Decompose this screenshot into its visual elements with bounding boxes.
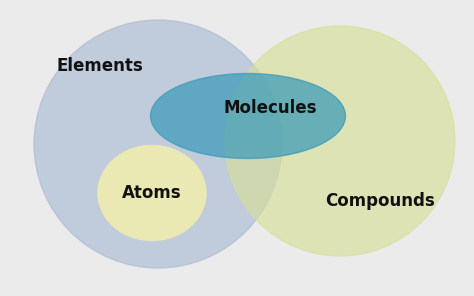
Ellipse shape: [151, 73, 346, 158]
Text: Compounds: Compounds: [325, 192, 435, 210]
Ellipse shape: [34, 20, 282, 268]
Text: Elements: Elements: [56, 57, 143, 75]
Ellipse shape: [225, 26, 455, 256]
Text: Molecules: Molecules: [223, 99, 317, 117]
Text: Atoms: Atoms: [122, 184, 182, 202]
Ellipse shape: [98, 146, 206, 240]
